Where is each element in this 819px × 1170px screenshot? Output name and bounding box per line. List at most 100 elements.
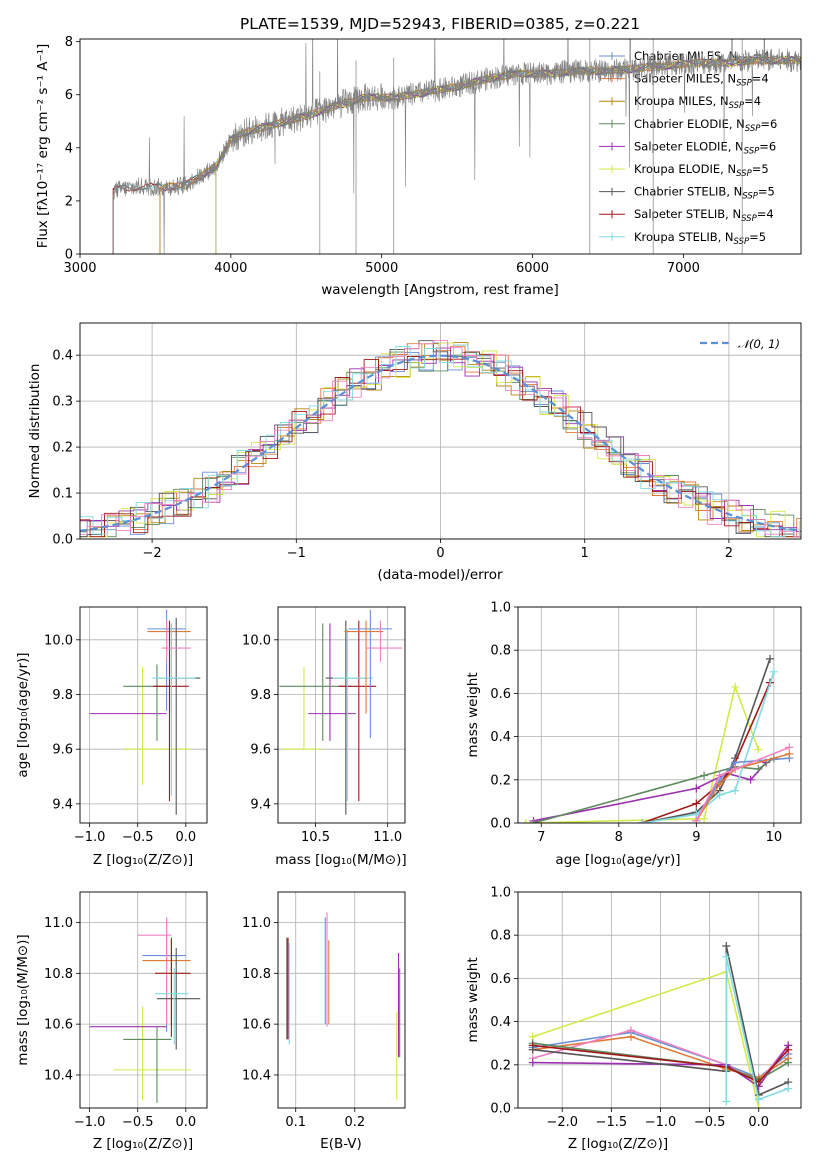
spectrum-xtick-label: 3000 [63, 261, 96, 276]
mass-vs-Z-ytick-label: 10.8 [44, 967, 73, 982]
series-point [715, 780, 724, 789]
series-point [715, 790, 724, 799]
residuals-ytick-label: 0.3 [52, 395, 73, 410]
series-line [695, 757, 790, 822]
spectrum-xtick-label: 4000 [214, 261, 247, 276]
mass-vs-EBV-ytick-label: 11.0 [242, 916, 271, 931]
mass-vs-EBV-ytick-label: 10.6 [242, 1018, 271, 1033]
mass-vs-EBV-xtick-label: 0.2 [344, 1115, 365, 1130]
weight-vs-age-xtick-label: 10 [766, 830, 783, 845]
residual-histogram [80, 340, 801, 538]
model-line-kroupa-miles [159, 55, 801, 254]
series-point [692, 799, 701, 808]
mass-vs-Z-ytick-label: 10.6 [44, 1018, 73, 1033]
age-vs-Z-plot-area [89, 609, 201, 815]
spectrum-frame [79, 38, 802, 255]
series-point [769, 667, 778, 676]
weight-vs-Z-ytick-label: 0.6 [490, 972, 511, 987]
mass-vs-Z-plot-area [89, 917, 201, 1103]
residuals-xtick-label: 2 [725, 546, 733, 561]
residuals-xtick-label: 0 [436, 546, 444, 561]
mass-vs-Z-xtick-label: −0.5 [122, 1115, 154, 1130]
mass-vs-EBV-xlabel: E(B-V) [320, 1136, 362, 1152]
series-line [532, 1044, 789, 1084]
series-point [784, 1058, 793, 1067]
spectrum-ytick-label: 8 [65, 35, 73, 50]
series-point [722, 1097, 731, 1106]
spectrum-xtick-label: 5000 [365, 261, 398, 276]
series-point [784, 1084, 793, 1093]
weight-vs-Z-xlabel: Z [log₁₀(Z/Z⊙)] [568, 1136, 668, 1152]
weight-vs-Z-plot-area [528, 942, 793, 1108]
spectrum-ylabel: Flux [fλ10⁻¹⁷ erg cm⁻² s⁻¹ A⁻¹] [35, 44, 51, 249]
series-point [785, 743, 794, 752]
residuals-frame [79, 322, 802, 540]
weight-vs-Z-xtick-label: −2.0 [546, 1115, 578, 1130]
weight-vs-Z-ytick-label: 0.2 [490, 1058, 511, 1073]
weight-vs-age-ytick-label: 0.8 [490, 644, 511, 659]
weight-vs-age-plot-area [521, 654, 794, 823]
series-point [529, 819, 538, 823]
age-vs-mass-frame [277, 606, 406, 824]
observed-spectrum-line [112, 39, 801, 254]
model-line-chabrier-miles [159, 55, 801, 254]
age-vs-Z-ytick-label: 9.8 [52, 688, 73, 703]
series-point [731, 682, 740, 691]
weight-vs-age-xtick-label: 8 [615, 830, 623, 845]
age-vs-Z-xtick-label: −1.0 [74, 830, 106, 845]
mass-vs-EBV-frame [277, 891, 406, 1109]
mass-vs-Z-ytick-label: 11.0 [44, 916, 73, 931]
legend-label: Chabrier ELODIE, NSSP=6 [634, 117, 777, 134]
spectrum-plot-area [112, 39, 801, 254]
residuals-ytick-label: 0.1 [52, 487, 73, 502]
residuals-ytick-label: 0.0 [52, 533, 73, 548]
legend-label: Salpeter ELODIE, NSSP=6 [634, 139, 776, 156]
series-point [754, 745, 763, 754]
age-vs-Z-xtick-label: −0.5 [122, 830, 154, 845]
series-point [715, 771, 724, 780]
spectrum-ytick-label: 2 [65, 194, 73, 209]
mass-vs-EBV-ytick-label: 10.4 [242, 1068, 271, 1083]
weight-vs-Z-xtick-label: −0.5 [694, 1115, 726, 1130]
weight-vs-age-ylabel: mass weight [465, 672, 481, 757]
weight-vs-Z-xtick-label: −1.5 [596, 1115, 628, 1130]
weight-vs-age-xlabel: age [log₁₀(age/yr)] [555, 852, 680, 868]
weight-vs-Z-frame [517, 891, 802, 1109]
series-point [722, 952, 731, 961]
weight-vs-age-ytick-label: 0.4 [490, 730, 511, 745]
spectrum-ytick-label: 4 [65, 141, 73, 156]
mass-vs-EBV-plot-area [286, 912, 401, 1101]
legend-label: Kroupa STELIB, NSSP=5 [634, 230, 766, 247]
age-vs-mass-xlabel: mass [log₁₀(M/M⊙)] [275, 852, 406, 868]
spectrum-xtick-label: 6000 [516, 261, 549, 276]
weight-vs-Z-ytick-label: 1.0 [490, 886, 511, 901]
residuals-xtick-label: 1 [581, 546, 589, 561]
age-vs-mass-ytick-label: 9.8 [250, 688, 271, 703]
series-point [754, 765, 763, 773]
residuals-xlabel: (data-model)/error [377, 567, 503, 583]
weight-vs-age-ytick-label: 0.0 [490, 817, 511, 832]
series-point [765, 654, 774, 663]
weight-vs-Z-xtick-label: −1.0 [645, 1115, 677, 1130]
series-point [746, 775, 755, 784]
spectrum-ytick-label: 0 [65, 248, 73, 263]
age-vs-mass-ytick-label: 9.4 [250, 797, 271, 812]
residuals-ytick-label: 0.2 [52, 441, 73, 456]
spectrum-xtick-label: 7000 [667, 261, 700, 276]
age-vs-Z-ytick-label: 10.0 [44, 633, 73, 648]
series-point [528, 1058, 537, 1067]
series-point [754, 1104, 763, 1108]
weight-vs-Z-ytick-label: 0.8 [490, 929, 511, 944]
series-point [700, 771, 709, 780]
mass-vs-EBV-ytick-label: 10.8 [242, 967, 271, 982]
age-vs-mass-ytick-label: 10.0 [242, 633, 271, 648]
series-point [627, 1026, 636, 1035]
weight-vs-age-ytick-label: 0.6 [490, 687, 511, 702]
series-line [695, 753, 790, 822]
series-point [692, 816, 701, 823]
weight-vs-age-ytick-label: 1.0 [490, 601, 511, 616]
weight-vs-Z-ylabel: mass weight [465, 957, 481, 1042]
weight-vs-age-xtick-label: 7 [537, 830, 545, 845]
series-point [722, 942, 731, 950]
